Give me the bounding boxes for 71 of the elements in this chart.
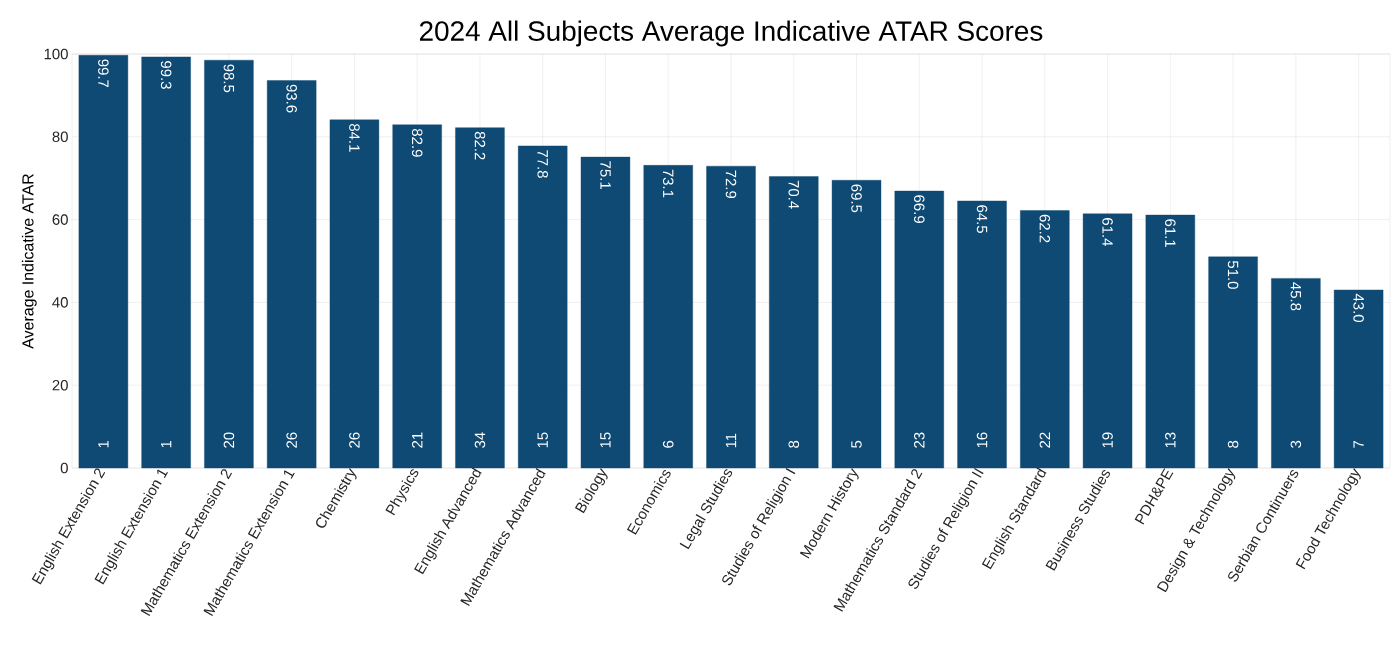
- bar: [957, 200, 1007, 469]
- data-label: 99.7: [98, 59, 109, 88]
- data-label: 66.9: [913, 195, 925, 223]
- annotation: 22: [1039, 432, 1051, 448]
- annotation: 1: [161, 440, 172, 448]
- bar: [78, 55, 129, 469]
- y-tick-label: 80: [52, 131, 68, 143]
- data-label: 61.4: [1102, 218, 1113, 246]
- data-label: 69.5: [851, 184, 862, 213]
- data-label: 98.5: [223, 64, 235, 93]
- bar: [831, 180, 882, 469]
- y-tick-label: 40: [52, 297, 68, 308]
- bar: [1145, 214, 1195, 469]
- data-label: 62.2: [1039, 214, 1051, 243]
- y-tick-label: 20: [52, 379, 68, 391]
- y-tick-label: 100: [44, 48, 68, 60]
- bar: [1020, 210, 1070, 469]
- annotation: 20: [223, 432, 235, 448]
- annotation: 8: [1227, 440, 1239, 448]
- bar: [141, 56, 191, 469]
- annotation: 11: [725, 433, 737, 448]
- data-label: 43.0: [1353, 293, 1364, 322]
- annotation: 13: [1165, 432, 1176, 448]
- annotation: 5: [851, 440, 862, 448]
- data-label: 84.1: [349, 124, 360, 152]
- annotation: 1: [98, 440, 109, 448]
- chart-title: 2024 All Subjects Average Indicative ATAR Scores: [419, 20, 1043, 47]
- annotation: 26: [349, 432, 360, 448]
- annotation: 15: [537, 432, 548, 448]
- data-label: 72.9: [725, 170, 737, 199]
- annotation: 19: [1102, 432, 1113, 448]
- bar: [706, 165, 756, 469]
- data-label: 61.1: [1165, 219, 1176, 247]
- bar: [894, 190, 944, 469]
- bar: [266, 80, 317, 469]
- bar: [518, 145, 568, 469]
- data-label: 70.4: [788, 180, 800, 209]
- bar: [329, 119, 380, 469]
- bar: [1082, 213, 1133, 469]
- bar: [455, 127, 505, 469]
- data-label: 64.5: [976, 205, 988, 233]
- annotation: 16: [976, 432, 988, 448]
- data-label: 82.9: [411, 128, 423, 157]
- bar: [392, 124, 442, 469]
- data-label: 75.1: [600, 161, 611, 189]
- bar: [1333, 289, 1384, 469]
- data-label: 73.1: [662, 169, 674, 198]
- data-label: 82.2: [474, 131, 486, 160]
- bar: [204, 60, 254, 469]
- annotation: 26: [286, 432, 297, 448]
- annotation: 7: [1353, 440, 1364, 448]
- bar: [1271, 278, 1321, 469]
- data-label: 77.8: [537, 150, 548, 178]
- annotation: 3: [1290, 440, 1302, 448]
- y-axis-title: Average Indicative ATAR: [21, 174, 37, 349]
- data-label: 99.3: [160, 61, 172, 89]
- data-label: 51.0: [1227, 260, 1239, 289]
- data-label: 93.6: [286, 84, 297, 113]
- bar: [580, 156, 631, 469]
- y-tick-label: 0: [60, 462, 68, 474]
- annotation: 23: [913, 432, 925, 448]
- bar: [769, 176, 819, 469]
- annotation: 34: [474, 432, 486, 448]
- annotation: 6: [662, 440, 674, 448]
- annotation: 21: [411, 432, 423, 448]
- data-label: 45.8: [1290, 282, 1302, 311]
- bar: [643, 165, 693, 469]
- annotation: 15: [600, 432, 611, 448]
- bar: [1208, 256, 1258, 469]
- y-tick-label: 60: [52, 214, 68, 225]
- annotation: 8: [788, 440, 800, 448]
